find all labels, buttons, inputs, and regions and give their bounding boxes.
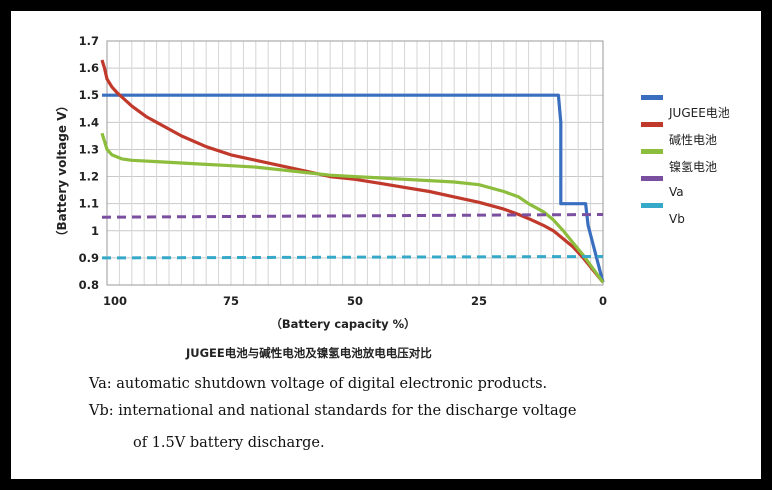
legend-label: 碱性电池 (669, 133, 718, 147)
legend-label: 镍氢电池 (669, 160, 718, 174)
legend-label: JUGEE电池 (669, 106, 730, 120)
discharge-voltage-chart: 1.71.61.51.41.31.21.110.90.8 100 75 50 25 0 … (54, 34, 607, 331)
legend-swatch (641, 203, 663, 208)
note-va: Va: automatic shutdown voltage of digita… (89, 376, 548, 392)
series-line-2 (100, 132, 605, 284)
y-tick-label: 0.8 (79, 278, 99, 292)
y-tick-label: 1.1 (79, 197, 99, 211)
note-vb-continued: of 1.5V battery discharge. (133, 435, 325, 451)
series-line-1 (100, 59, 605, 284)
note-vb: Vb: international and national standards… (89, 403, 577, 419)
x-tick-label: 0 (599, 294, 607, 308)
x-tick-label: 100 (103, 294, 127, 308)
y-tick-label: 1.3 (79, 142, 99, 156)
legend-swatch (641, 95, 663, 100)
y-tick-labels: 1.7 1.6 1.5 1.4 1.3 1.2 1.1 1 0.9 0.8 (79, 34, 99, 292)
x-tick-label: 75 (223, 294, 239, 308)
y-tick-label: 1.5 (79, 88, 99, 102)
y-tick-label: 1.6 (79, 61, 99, 75)
legend-swatch (641, 149, 663, 154)
legend-label: Vb (669, 212, 685, 226)
x-tick-label: 25 (471, 294, 487, 308)
y-tick-label: 1.7 (79, 34, 99, 48)
y-tick-label: 1.2 (79, 170, 99, 184)
x-axis-label: （Battery capacity %） (270, 317, 415, 331)
y-tick-label: 1 (91, 224, 99, 238)
plot-border (106, 40, 604, 286)
grid-lines (106, 40, 604, 286)
series-line-4 (101, 255, 604, 260)
series-line-3 (101, 213, 604, 219)
y-axis-label: （Battery voltage V） (54, 100, 69, 243)
chart-title: JUGEE电池与碱性电池及镍氢电池放电电压对比 (186, 346, 432, 360)
series-line-0 (102, 93, 605, 283)
legend-swatch (641, 122, 663, 127)
legend-label: Va (669, 185, 684, 199)
legend-swatch (641, 176, 663, 181)
y-tick-label: 0.9 (79, 251, 99, 265)
chart-frame: 1.7 1.6 1.5 1.4 1.3 1.2 1.1 1 0.9 0.8 100 75 50 25 0 … (11, 11, 761, 479)
x-tick-labels: 100 75 50 25 0 (103, 294, 607, 308)
series-lines (100, 59, 605, 284)
x-tick-label: 50 (347, 294, 363, 308)
y-tick-label: 1.4 (79, 115, 99, 129)
